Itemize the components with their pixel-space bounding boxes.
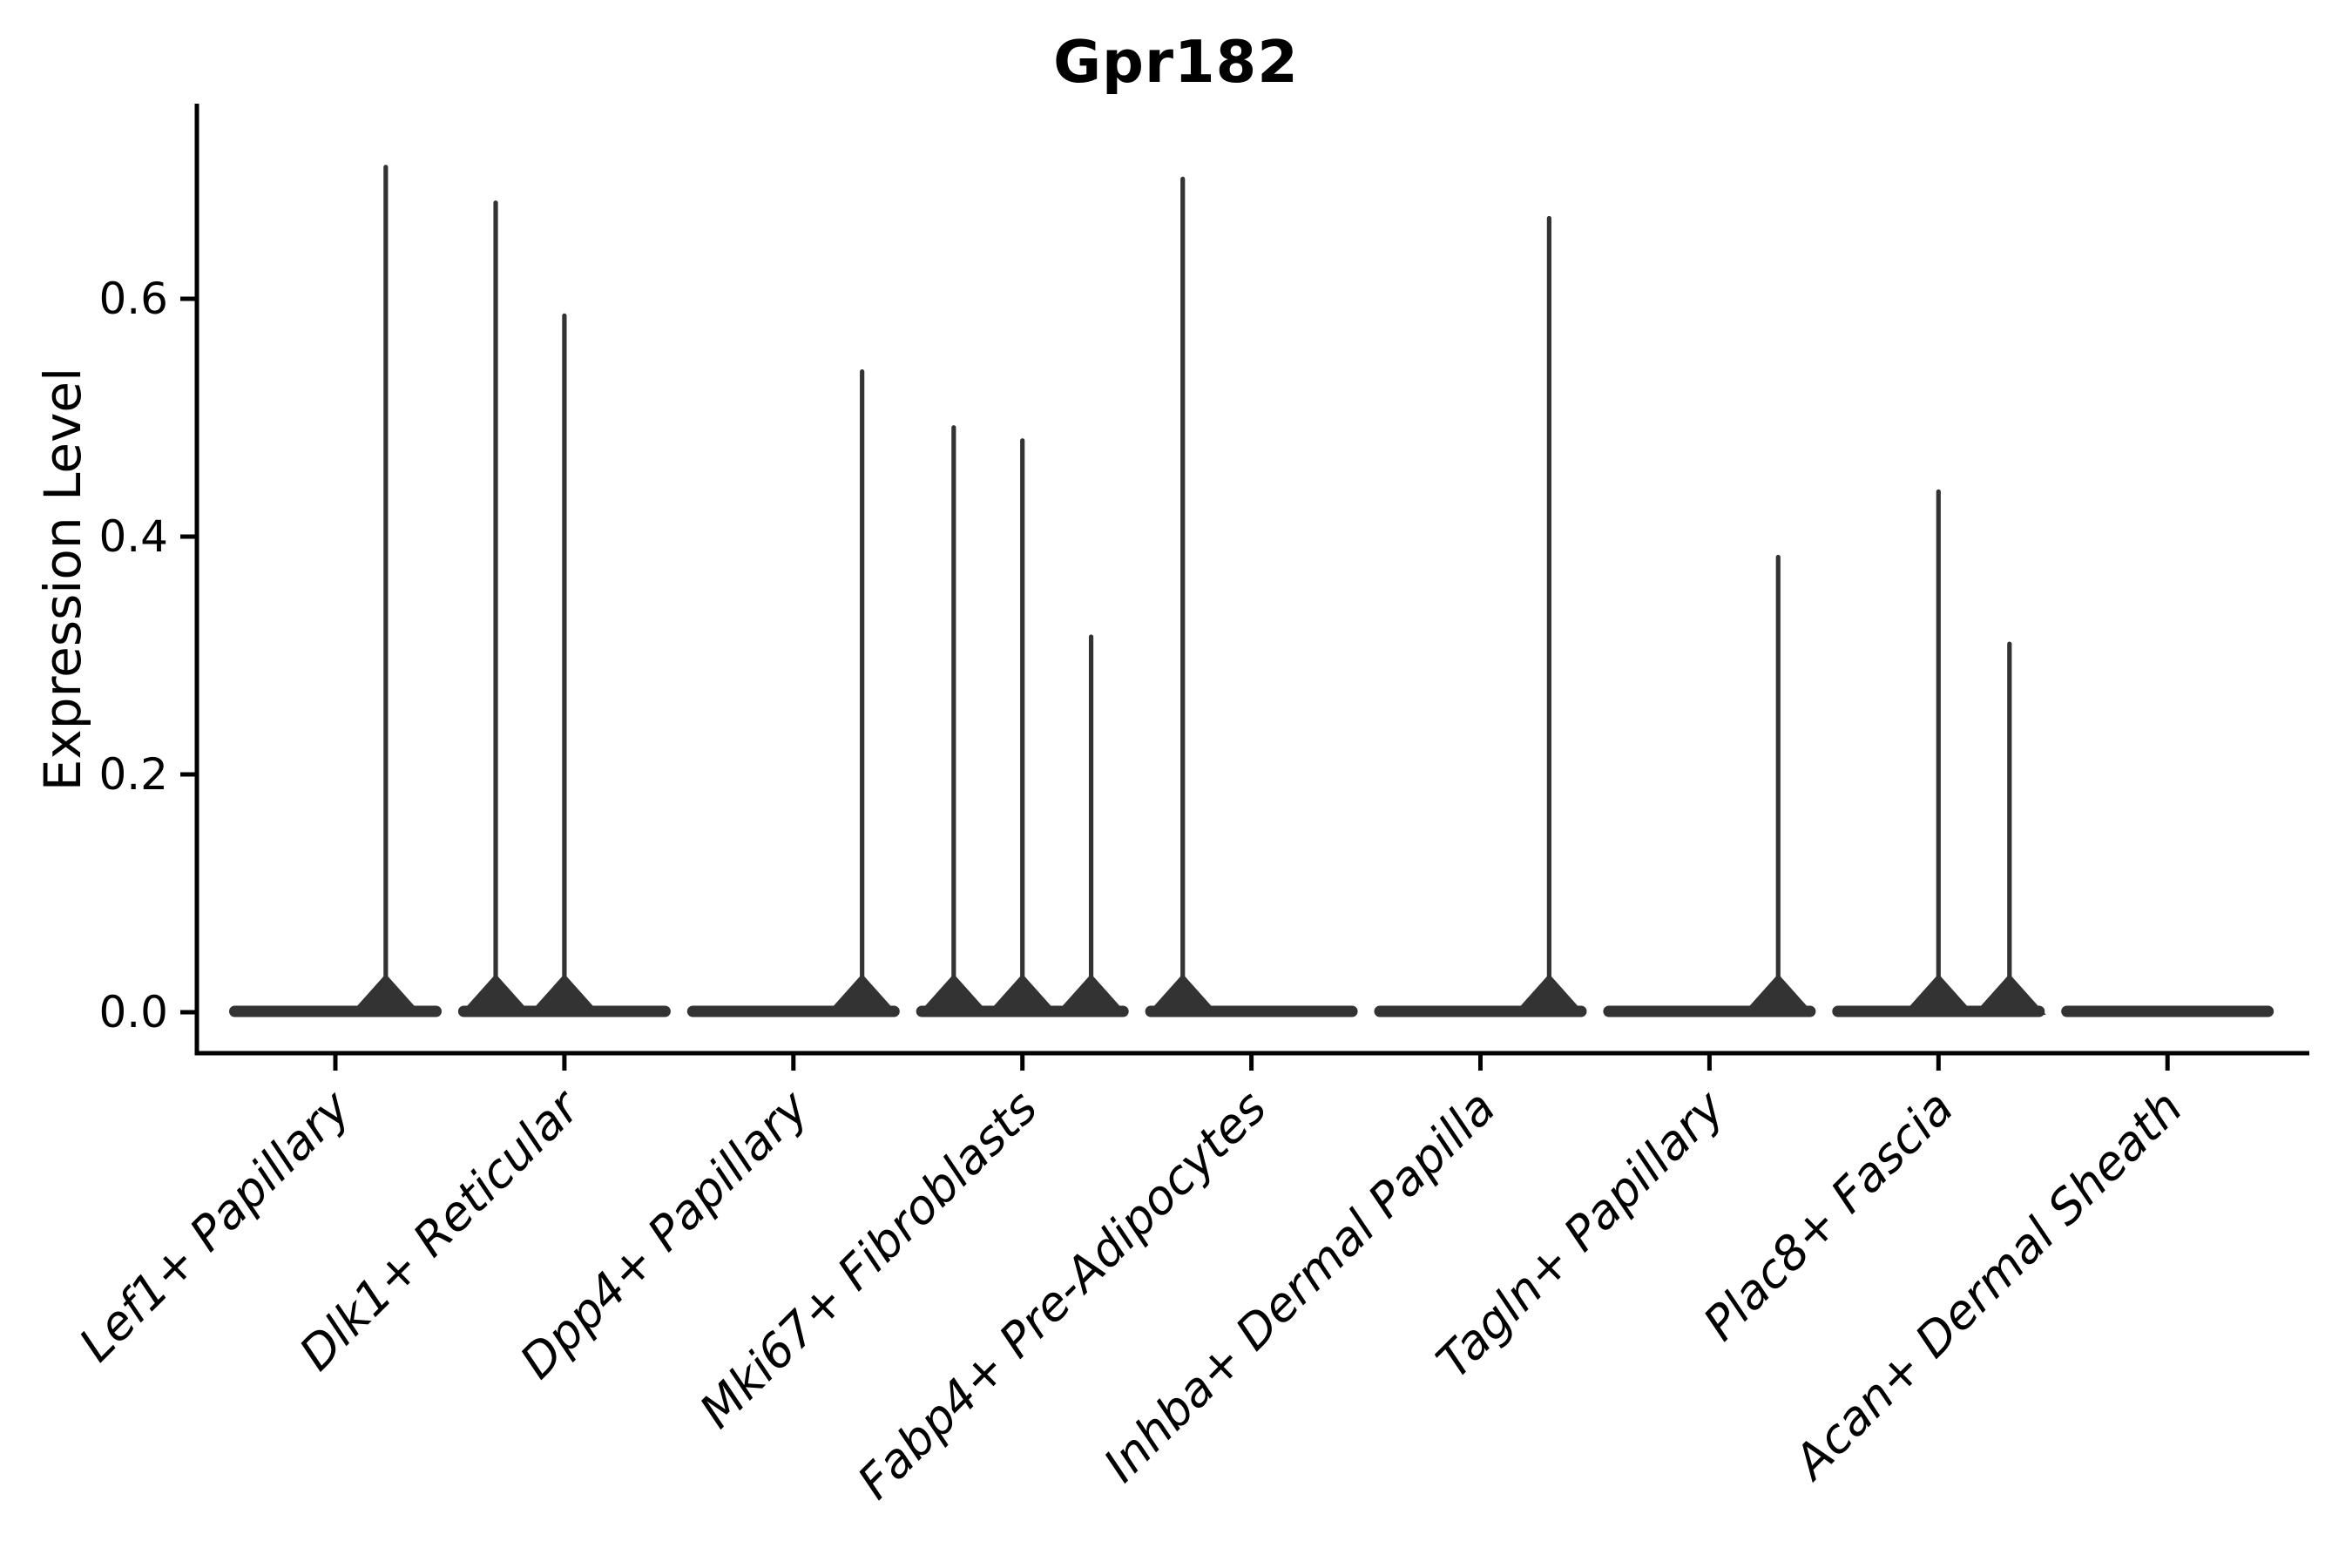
x-axis-category-label: Acan+ Dermal Sheath (1781, 1080, 2193, 1491)
chart-title: Gpr182 (1053, 28, 1299, 96)
y-tick-label: 0.4 (98, 511, 168, 562)
axes-spines (194, 104, 2309, 1056)
x-axis-category-label: Fabp4+ Pre-Adipocytes (847, 1080, 1276, 1510)
violin-body (2061, 1005, 2274, 1017)
y-tick-label: 0.6 (98, 274, 168, 324)
y-tick-label: 0.0 (98, 987, 168, 1037)
x-axis-category-label: Inhba+ Dermal Papilla (1093, 1080, 1506, 1493)
y-tick-label: 0.2 (98, 749, 168, 800)
